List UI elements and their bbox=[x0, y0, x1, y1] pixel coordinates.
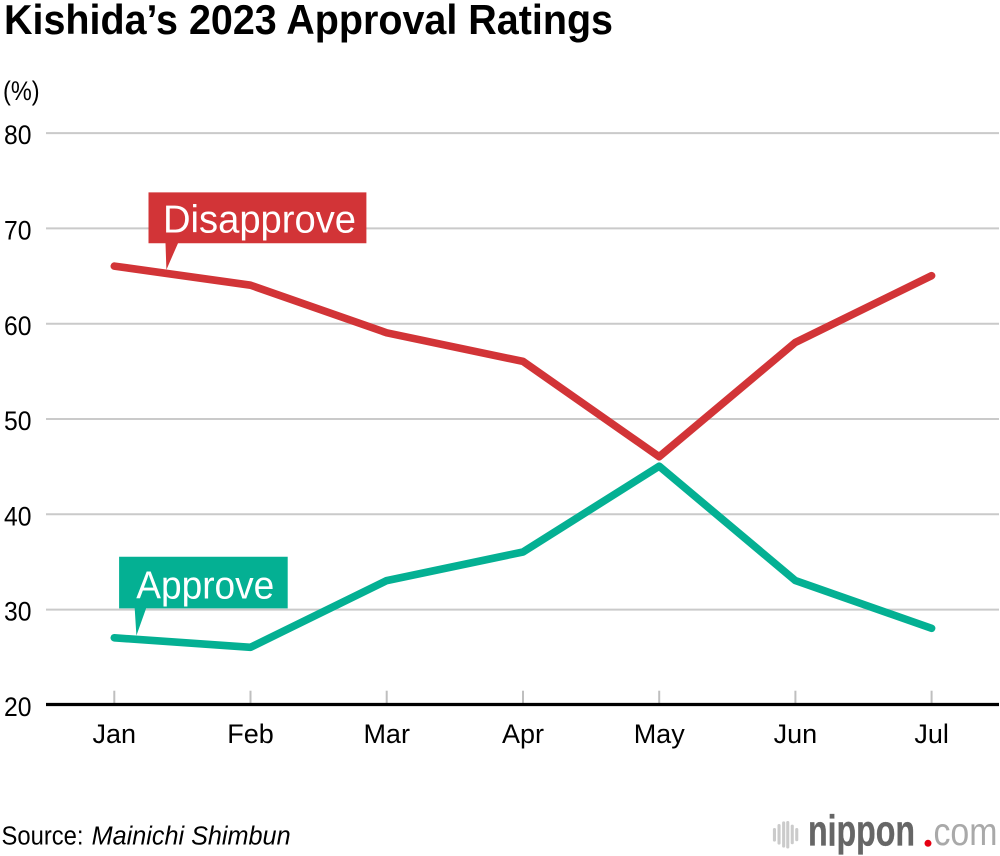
svg-text:Mainichi Shimbun: Mainichi Shimbun bbox=[92, 823, 291, 851]
svg-text:(%): (%) bbox=[3, 76, 40, 106]
svg-text:40: 40 bbox=[4, 501, 32, 531]
svg-text:Disapprove: Disapprove bbox=[163, 199, 356, 242]
svg-text:Feb: Feb bbox=[227, 719, 274, 749]
svg-text:30: 30 bbox=[4, 597, 32, 627]
svg-text:Mar: Mar bbox=[363, 719, 410, 749]
svg-text:20: 20 bbox=[4, 692, 32, 722]
svg-text:70: 70 bbox=[4, 216, 32, 246]
svg-text:Jun: Jun bbox=[774, 719, 818, 749]
svg-text:60: 60 bbox=[4, 311, 32, 341]
svg-text:com: com bbox=[934, 811, 998, 854]
svg-text:50: 50 bbox=[4, 406, 32, 436]
svg-text:May: May bbox=[634, 719, 686, 749]
svg-text:nippon: nippon bbox=[808, 807, 915, 856]
svg-text:80: 80 bbox=[4, 120, 32, 150]
svg-text:Source:: Source: bbox=[2, 823, 84, 851]
svg-text:Kishida’s 2023 Approval Rating: Kishida’s 2023 Approval Ratings bbox=[4, 0, 613, 43]
svg-text:Apr: Apr bbox=[502, 719, 544, 749]
svg-text:Jul: Jul bbox=[914, 719, 949, 749]
svg-text:Jan: Jan bbox=[93, 719, 137, 749]
svg-text:Approve: Approve bbox=[136, 565, 274, 608]
